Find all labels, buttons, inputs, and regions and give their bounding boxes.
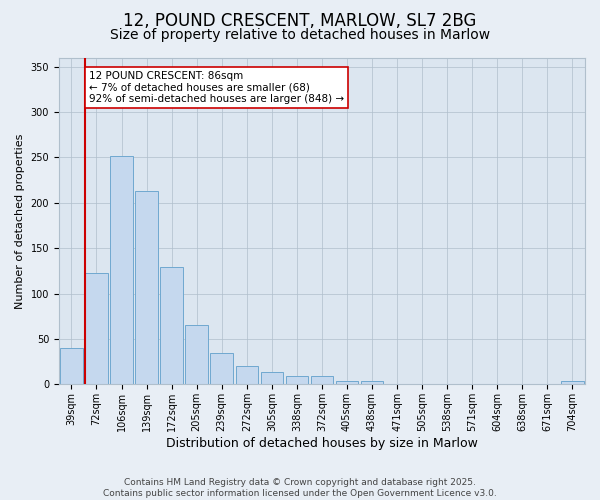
Text: 12 POUND CRESCENT: 86sqm
← 7% of detached houses are smaller (68)
92% of semi-de: 12 POUND CRESCENT: 86sqm ← 7% of detache… (89, 71, 344, 104)
Bar (60, 348, 83, 385)
Bar (311, 376, 333, 384)
Bar (361, 380, 383, 384)
Bar (211, 352, 233, 384)
Y-axis label: Number of detached properties: Number of detached properties (15, 133, 25, 308)
Bar (110, 156, 133, 384)
Bar (286, 376, 308, 384)
Bar (260, 372, 283, 384)
Bar (136, 191, 158, 384)
Bar (85, 272, 108, 384)
Bar (185, 326, 208, 384)
Bar (236, 366, 258, 384)
Bar (160, 267, 183, 384)
Text: 12, POUND CRESCENT, MARLOW, SL7 2BG: 12, POUND CRESCENT, MARLOW, SL7 2BG (124, 12, 476, 30)
Text: Contains HM Land Registry data © Crown copyright and database right 2025.
Contai: Contains HM Land Registry data © Crown c… (103, 478, 497, 498)
Bar (561, 380, 584, 384)
Bar (336, 380, 358, 384)
X-axis label: Distribution of detached houses by size in Marlow: Distribution of detached houses by size … (166, 437, 478, 450)
Text: Size of property relative to detached houses in Marlow: Size of property relative to detached ho… (110, 28, 490, 42)
